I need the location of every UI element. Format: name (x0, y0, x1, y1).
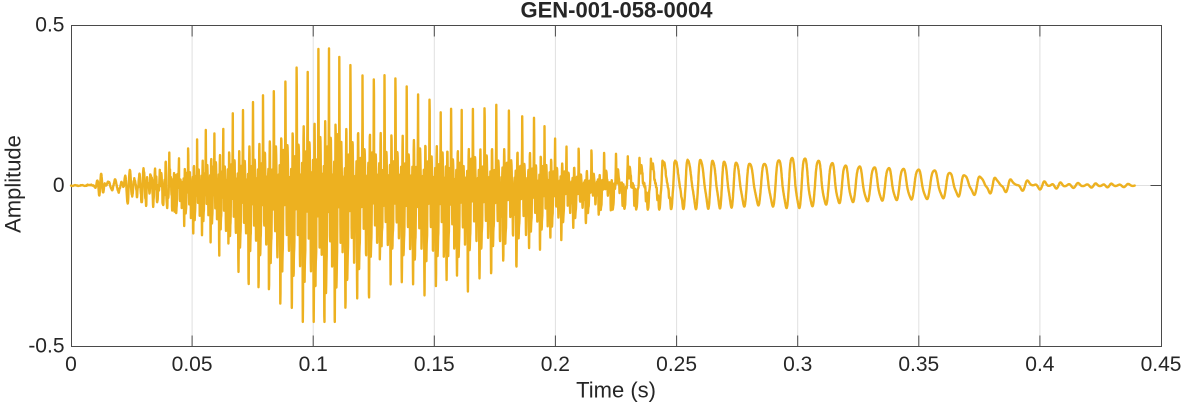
svg-text:Amplitude: Amplitude (0, 135, 25, 233)
svg-text:0: 0 (65, 353, 77, 376)
svg-text:0.25: 0.25 (656, 353, 697, 376)
svg-text:0.5: 0.5 (35, 13, 64, 36)
svg-text:0.45: 0.45 (1141, 353, 1182, 376)
svg-text:GEN-001-058-0004: GEN-001-058-0004 (520, 0, 713, 23)
svg-text:Time (s): Time (s) (576, 378, 656, 403)
svg-text:0.2: 0.2 (541, 353, 570, 376)
svg-text:0.1: 0.1 (299, 353, 328, 376)
svg-text:-0.5: -0.5 (28, 334, 64, 357)
svg-text:0: 0 (53, 174, 65, 197)
svg-text:0.4: 0.4 (1025, 353, 1055, 376)
svg-text:0.3: 0.3 (783, 353, 812, 376)
svg-text:0.35: 0.35 (898, 353, 939, 376)
svg-text:0.05: 0.05 (172, 353, 213, 376)
svg-text:0.15: 0.15 (414, 353, 455, 376)
